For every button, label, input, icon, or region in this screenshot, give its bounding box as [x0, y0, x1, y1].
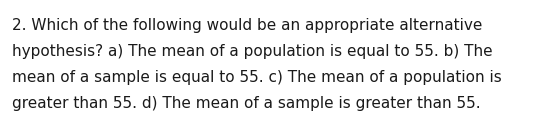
Text: mean of a sample is equal to 55. c) The mean of a population is: mean of a sample is equal to 55. c) The … [12, 70, 502, 85]
Text: greater than 55. d) The mean of a sample is greater than 55.: greater than 55. d) The mean of a sample… [12, 96, 480, 111]
Text: 2. Which of the following would be an appropriate alternative: 2. Which of the following would be an ap… [12, 18, 482, 33]
Text: hypothesis? a) The mean of a population is equal to 55. b) The: hypothesis? a) The mean of a population … [12, 44, 493, 59]
